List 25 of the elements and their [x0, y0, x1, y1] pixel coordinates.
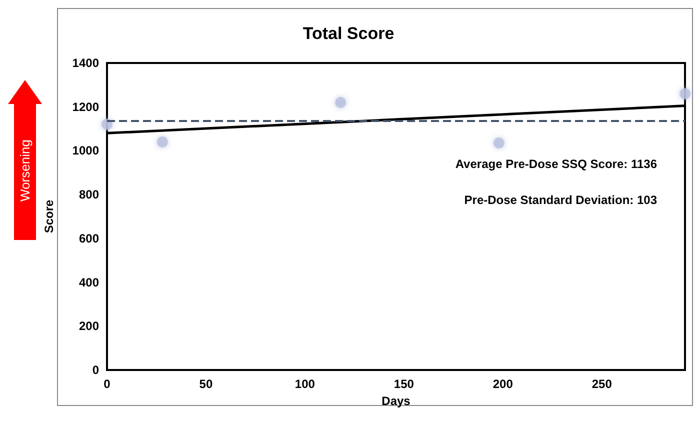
x-tick-label: 50 [199, 377, 213, 391]
annotation: Pre-Dose Standard Deviation: 103 [464, 193, 658, 207]
y-tick-label: 1200 [72, 100, 100, 114]
x-tick-label: 200 [492, 377, 514, 391]
annotation: Average Pre-Dose SSQ Score: 1136 [455, 157, 658, 171]
x-tick-label: 100 [294, 377, 316, 391]
chart-title: Total Score [302, 24, 394, 43]
text: Worsening [18, 139, 32, 201]
y-axis-title: Score [42, 200, 56, 234]
y-tick-label: 400 [78, 275, 100, 290]
x-tick-label: 150 [394, 377, 414, 391]
y-tick-label: 600 [78, 231, 100, 246]
y-tick-label: 800 [78, 188, 100, 202]
x-tick-label: 250 [592, 377, 612, 391]
y-tick-label: 1000 [72, 144, 100, 158]
x-tick-label: 0 [104, 377, 111, 391]
point [680, 88, 690, 100]
x-axis-title: Days [382, 394, 411, 408]
y-tick-label: 200 [78, 319, 100, 334]
point [102, 118, 112, 130]
point [335, 96, 346, 108]
point [156, 136, 168, 148]
y-tick-label: 0 [92, 363, 100, 377]
y-tick-label: 1400 [72, 56, 100, 70]
point [493, 138, 504, 149]
